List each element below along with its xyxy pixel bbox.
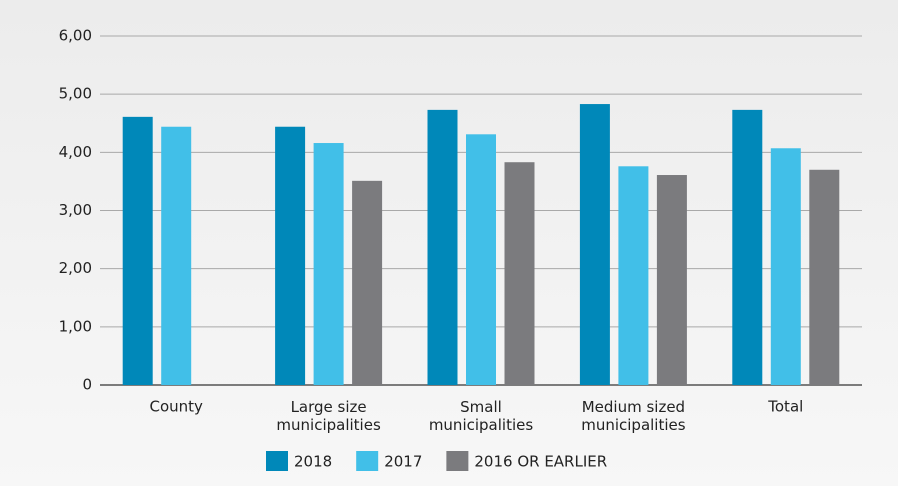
y-tick-label: 5,00 [59,85,92,103]
bar [618,166,649,385]
y-tick-label: 6,00 [59,27,92,45]
x-tick-label: Large size municipalities [276,398,381,434]
legend-swatch [356,451,379,471]
bar [161,126,192,386]
legend-label: 2018 [294,453,332,471]
legend-swatch [266,451,288,471]
bar [352,180,383,385]
legend-swatch [446,451,469,471]
bar [427,109,458,385]
legend-label: 2016 OR EARLIER [474,453,607,471]
bar [770,148,801,385]
x-tick-label: Medium sized municipalities [581,398,686,434]
y-tick-label: 2,00 [59,259,92,277]
x-tick-label: Small municipalities [429,398,534,434]
bar [466,134,496,385]
legend-label: 2017 [384,453,422,471]
y-tick-label: 0 [82,376,92,394]
x-tick-label: Total [767,398,803,416]
bar [122,116,153,385]
bar [656,175,687,385]
bar [275,126,306,386]
y-tick-label: 4,00 [59,143,92,161]
bar [732,109,763,385]
y-tick-label: 1,00 [59,317,92,335]
y-tick-label: 3,00 [59,201,92,219]
bar [809,169,840,385]
bar [504,162,535,385]
bar [313,143,344,385]
bar [579,104,610,386]
x-tick-label: County [149,398,203,416]
